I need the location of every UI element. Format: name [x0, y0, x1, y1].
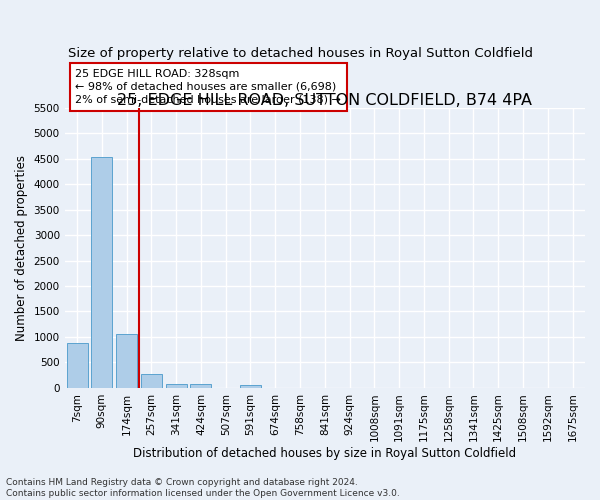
Bar: [91, 156, 112, 388]
Text: Size of property relative to detached houses in Royal Sutton Coldfield: Size of property relative to detached ho…: [67, 48, 533, 60]
Text: 25 EDGE HILL ROAD: 328sqm
← 98% of detached houses are smaller (6,698)
2% of sem: 25 EDGE HILL ROAD: 328sqm ← 98% of detac…: [75, 68, 341, 105]
Bar: [166, 384, 187, 388]
Bar: [190, 384, 211, 388]
Title: 25, EDGE HILL ROAD, SUTTON COLDFIELD, B74 4PA: 25, EDGE HILL ROAD, SUTTON COLDFIELD, B7…: [118, 93, 532, 108]
Bar: [240, 385, 261, 388]
X-axis label: Distribution of detached houses by size in Royal Sutton Coldfield: Distribution of detached houses by size …: [133, 447, 517, 460]
Text: Contains HM Land Registry data © Crown copyright and database right 2024.
Contai: Contains HM Land Registry data © Crown c…: [6, 478, 400, 498]
Bar: [116, 334, 137, 388]
Bar: [67, 343, 88, 388]
Y-axis label: Number of detached properties: Number of detached properties: [15, 155, 28, 341]
Bar: [141, 374, 162, 388]
